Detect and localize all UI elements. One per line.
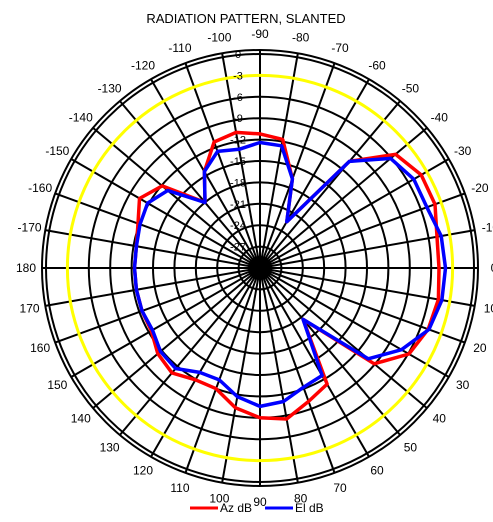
angle-label: -10 [482,220,493,234]
angle-label: 70 [333,481,347,495]
grid-spoke [150,267,261,458]
grid-spoke [92,127,261,269]
series-lines [132,130,448,421]
center-dot [248,256,272,280]
grid-spoke [259,267,450,378]
grid-spoke [70,267,261,378]
angle-label: -160 [28,181,52,195]
angle-label: 110 [170,481,189,495]
grid-spoke [184,62,261,269]
radial-tick-label: -15 [230,156,246,168]
grid-spoke [259,158,450,269]
grid-spoke [259,267,336,474]
angle-label: 180 [16,261,36,275]
grid-spoke [259,267,401,436]
radial-tick-label: -3 [233,70,243,82]
grid-spoke [119,267,261,436]
angle-label: -70 [331,41,349,55]
series-line [132,140,448,409]
angle-label: -100 [207,31,231,45]
grid-spoke [259,100,401,269]
radial-tick-label: -24 [230,220,246,232]
angle-label: 0 [491,261,493,275]
angle-label: -20 [471,181,489,195]
angle-label: 140 [71,411,91,425]
grid-spoke [259,127,428,269]
grid-spoke [45,229,261,269]
radial-labels: 0 -3 -6 -9 -12 -15 -18 -21 -24 -27 [230,49,246,254]
reference-circle [65,73,455,463]
radial-tick-label: -6 [233,92,243,104]
angle-label: -60 [368,58,386,72]
angle-label: 130 [100,440,120,454]
grid-spoke [54,192,261,269]
grid-spoke [259,267,370,458]
grid-spoke [259,267,466,344]
angle-label: 30 [456,378,470,392]
angle-label: 170 [20,302,40,316]
legend-label: Az dB [220,501,252,515]
angle-label: -150 [45,144,69,158]
angle-label: -170 [18,220,42,234]
angle-label: -80 [292,31,310,45]
radial-tick-label: 0 [235,49,241,61]
angle-label: 150 [47,378,67,392]
grid-spoke [259,62,336,269]
grid-spoke [221,53,261,269]
radial-tick-label: -18 [230,177,246,189]
grid-spoke [259,78,370,269]
angle-label: 10 [484,302,493,316]
legend-label: El dB [295,501,324,515]
angle-label: 20 [473,341,487,355]
grid-spoke [259,53,299,269]
grid-spoke [184,267,261,474]
angle-label: 120 [133,464,153,478]
angle-label: 160 [30,341,50,355]
angle-label: -50 [402,82,420,96]
grid-spoke [45,267,261,307]
angle-label: 40 [433,411,447,425]
radial-tick-label: -21 [230,199,246,211]
angle-label: -40 [431,111,449,125]
legend: Az dB El dB [190,501,324,515]
angle-label: -90 [251,27,269,41]
grid-spoke [259,229,475,269]
angle-label: 60 [370,464,384,478]
polar-grid [41,49,479,487]
radial-tick-label: -9 [233,113,243,125]
angle-label: -120 [131,58,155,72]
grid-spoke [70,158,261,269]
angle-labels: -90-80-70-60-50-40-30-20-100-170-160-150… [16,27,493,509]
radial-tick-label: -27 [230,242,246,254]
angle-label: 100 [209,491,229,505]
angle-label: -140 [69,111,93,125]
chart-title: RADIATION PATTERN, SLANTED [146,11,345,26]
angle-label: 50 [404,440,418,454]
grid-spoke [221,267,261,483]
angle-label: 80 [294,491,308,505]
angle-label: -30 [454,144,472,158]
grid-spoke [259,267,428,409]
grid-spoke [119,100,261,269]
grid-spoke [92,267,261,409]
angle-label: -110 [168,41,191,55]
grid-spoke [259,192,466,269]
angle-label: 90 [253,495,267,509]
angle-label: -130 [98,82,122,96]
radial-tick-label: -12 [230,135,246,147]
grid-spoke [54,267,261,344]
center-hub [248,256,272,280]
grid-spoke [259,267,299,483]
